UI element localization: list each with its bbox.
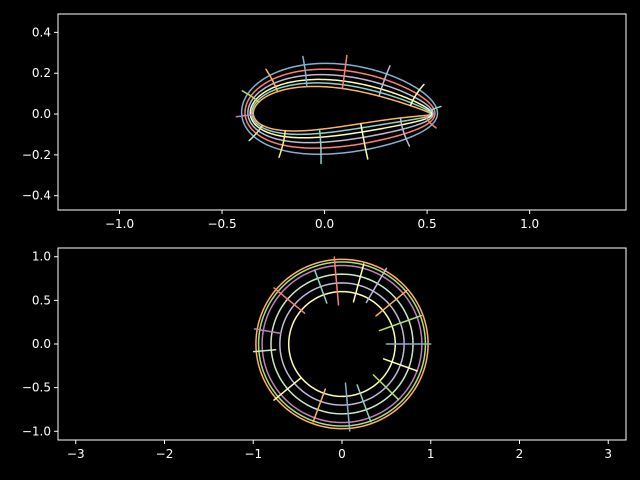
airfoil-ring-curve: [247, 73, 434, 144]
circle-ray-curve: [372, 374, 400, 401]
airfoil-ray-curve: [278, 129, 286, 159]
circle-ray-curve: [365, 267, 388, 304]
airfoil-ray-curve: [399, 117, 411, 147]
top-axes-frame: [57, 13, 627, 211]
top-plot-curves: [235, 54, 442, 165]
y-tick-label: 1.0: [32, 250, 51, 264]
bottom-axis-ticks: −3 −2 −1 0 1 2 3 −1.0 −0.5 0.0 0.5 1.0: [22, 250, 612, 461]
x-tick-label: 3: [604, 447, 612, 461]
airfoil-ring-curve: [240, 62, 439, 155]
airfoil-ray-curve: [318, 128, 322, 165]
airfoil-ray-curve: [248, 124, 264, 142]
x-tick-label: −0.5: [207, 217, 236, 231]
airfoil-ray-curve: [341, 54, 348, 90]
airfoil-ray-curve: [425, 114, 437, 129]
airfoil-ring-curve: [244, 68, 436, 149]
circle-ray-curve: [356, 384, 372, 423]
airfoil-ray-curve: [360, 122, 369, 160]
y-tick-label: 0.5: [32, 293, 51, 307]
airfoil-ray-curve: [428, 105, 442, 114]
airfoil-ray-curve: [378, 65, 391, 97]
airfoil-ring-curve: [251, 82, 432, 136]
x-tick-label: 0.0: [315, 217, 334, 231]
x-tick-label: 1.0: [520, 217, 539, 231]
x-tick-label: 1: [427, 447, 435, 461]
y-tick-label: 0.0: [32, 107, 51, 121]
circle-ray-curve: [375, 289, 408, 317]
circle-ray-curve: [352, 263, 365, 303]
bottom-plot-curves: [252, 256, 432, 432]
circle-ray-curve: [344, 382, 351, 432]
x-tick-label: 0.5: [418, 217, 437, 231]
circle-ray-curve: [273, 287, 306, 314]
circle-ray-curve: [253, 328, 282, 335]
circle-ray-curve: [382, 358, 418, 372]
y-tick-label: 0.4: [32, 25, 51, 39]
airfoil-ring-curve: [252, 85, 432, 132]
circle-ray-curve: [252, 348, 277, 353]
x-tick-label: 0: [338, 447, 346, 461]
x-tick-label: −3: [67, 447, 85, 461]
top-axis-ticks: −1.0 −0.5 0.0 0.5 1.0 −0.4 −0.2 0.0 0.2 0.4: [22, 25, 539, 231]
circle-ray-curve: [378, 314, 422, 332]
y-tick-label: −1.0: [22, 424, 51, 438]
airfoil-ray-curve: [302, 55, 308, 88]
axes-top: −1.0 −0.5 0.0 0.5 1.0 −0.4 −0.2 0.0 0.2 0.4: [22, 13, 627, 231]
x-tick-label: 2: [516, 447, 524, 461]
bottom-axes-frame: [57, 247, 627, 441]
y-tick-label: −0.2: [22, 148, 51, 162]
y-tick-label: −0.4: [22, 189, 51, 203]
circle-ray-curve: [312, 388, 327, 423]
circle-ray-curve: [333, 256, 340, 306]
y-tick-label: −0.5: [22, 381, 51, 395]
airfoil-ray-curve: [235, 113, 255, 118]
airfoil-ray-curve: [409, 83, 425, 107]
x-tick-label: −1.0: [105, 217, 134, 231]
axes-bottom: −3 −2 −1 0 1 2 3 −1.0 −0.5 0.0 0.5 1.0: [22, 247, 627, 461]
circle-ray-curve: [313, 269, 328, 304]
x-tick-label: −1: [244, 447, 262, 461]
y-tick-label: 0.2: [32, 66, 51, 80]
airfoil-ray-curve: [241, 90, 260, 103]
circle-ray-curve: [273, 376, 302, 401]
x-tick-label: −2: [156, 447, 174, 461]
airfoil-ring-curve: [249, 78, 433, 139]
y-tick-label: 0.0: [32, 337, 51, 351]
airfoil-ray-curve: [265, 68, 279, 93]
